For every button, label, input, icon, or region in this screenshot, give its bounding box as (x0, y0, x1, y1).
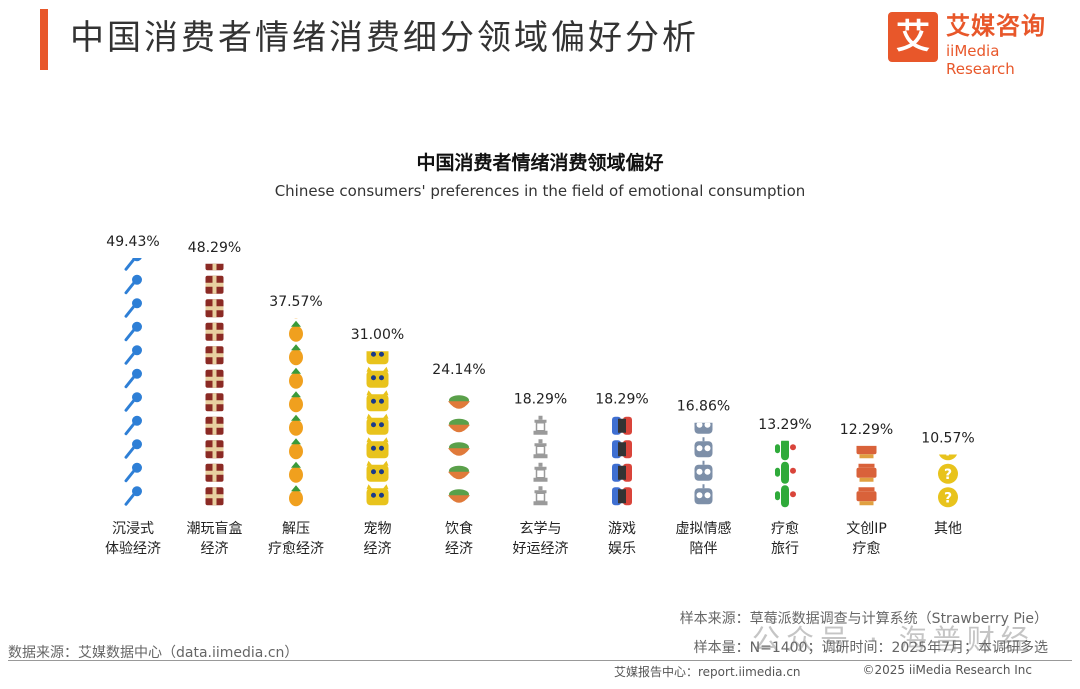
chart-bar (448, 395, 470, 503)
svg-text:?: ? (944, 467, 952, 483)
title-accent-bar (40, 9, 48, 70)
copyright: ©2025 iiMedia Research Inc (862, 663, 1032, 677)
value-label: 13.29% (758, 417, 811, 433)
category-label: 解压 (282, 521, 310, 537)
value-label: 18.29% (514, 391, 567, 407)
chart-bar (205, 263, 224, 506)
category-label: 其他 (934, 521, 962, 537)
category-label: 疗愈 (771, 521, 799, 537)
category-label: 潮玩盲盒 (187, 520, 243, 537)
value-label: 24.14% (432, 362, 485, 378)
category-label: 虚拟情感 (676, 520, 732, 537)
category-label: 经济 (445, 541, 473, 557)
chart-bar (694, 422, 713, 505)
watermark: 公众号 · 海普财经 (752, 623, 1035, 656)
svg-text:?: ? (944, 490, 952, 506)
category-label: 沉浸式 (112, 521, 154, 537)
sample-size: 样本量：N=1400；调研时间：2025年7月；本调研多选 (693, 640, 1048, 656)
category-label: 游戏 (608, 521, 636, 537)
chart-bar (533, 415, 548, 506)
category-label: 文创IP (846, 521, 887, 537)
category-label: 宠物 (364, 521, 392, 537)
logo-english-name: iiMedia Research (946, 42, 1015, 78)
data-source: 数据来源：艾媒数据中心（data.iimedia.cn） (8, 645, 299, 661)
value-label: 48.29% (188, 240, 241, 256)
category-label: 饮食 (445, 520, 473, 537)
iimedia-logo: 艾 艾媒咨询 iiMedia Research (888, 12, 1068, 78)
svg-text:?: ? (944, 443, 952, 459)
category-label: 玄学与 (520, 520, 562, 537)
chart-title: 中国消费者情绪消费领域偏好 (416, 152, 664, 174)
category-label: 经济 (364, 541, 392, 557)
page-title: 中国消费者情绪消费细分领域偏好分析 (70, 18, 699, 58)
category-label: 疗愈经济 (268, 541, 324, 557)
category-label: 疗愈 (853, 541, 881, 557)
value-label: 18.29% (595, 391, 648, 407)
logo-mark: 艾 (888, 12, 938, 62)
value-label: 16.86% (677, 399, 730, 415)
report-center-link[interactable]: 艾媒报告中心：report.iimedia.cn (614, 665, 801, 679)
sample-source: 样本来源：草莓派数据调查与计算系统（Strawberry Pie） (679, 611, 1048, 627)
logo-chinese-name: 艾媒咨询 (946, 12, 1046, 40)
chart-bar (775, 440, 796, 508)
value-label: 49.43% (106, 234, 159, 250)
footer-divider (8, 660, 1072, 661)
category-label: 体验经济 (105, 541, 161, 557)
value-label: 10.57% (921, 431, 974, 447)
category-label: 经济 (201, 541, 229, 557)
category-label: 娱乐 (608, 541, 636, 557)
category-label: 旅行 (771, 541, 799, 557)
value-label: 31.00% (351, 327, 404, 343)
chart-bar (612, 416, 632, 506)
chart-bar (366, 351, 389, 506)
chart-subtitle: Chinese consumers' preferences in the fi… (274, 182, 806, 200)
chart-bar (124, 258, 142, 506)
category-label: 好运经济 (513, 541, 569, 557)
category-label: 陪伴 (690, 541, 718, 557)
value-label: 12.29% (840, 422, 893, 438)
value-label: 37.57% (269, 294, 322, 310)
chart-bar (856, 445, 877, 506)
chart-bar: ??? (938, 443, 958, 508)
chart-bar (289, 317, 303, 507)
